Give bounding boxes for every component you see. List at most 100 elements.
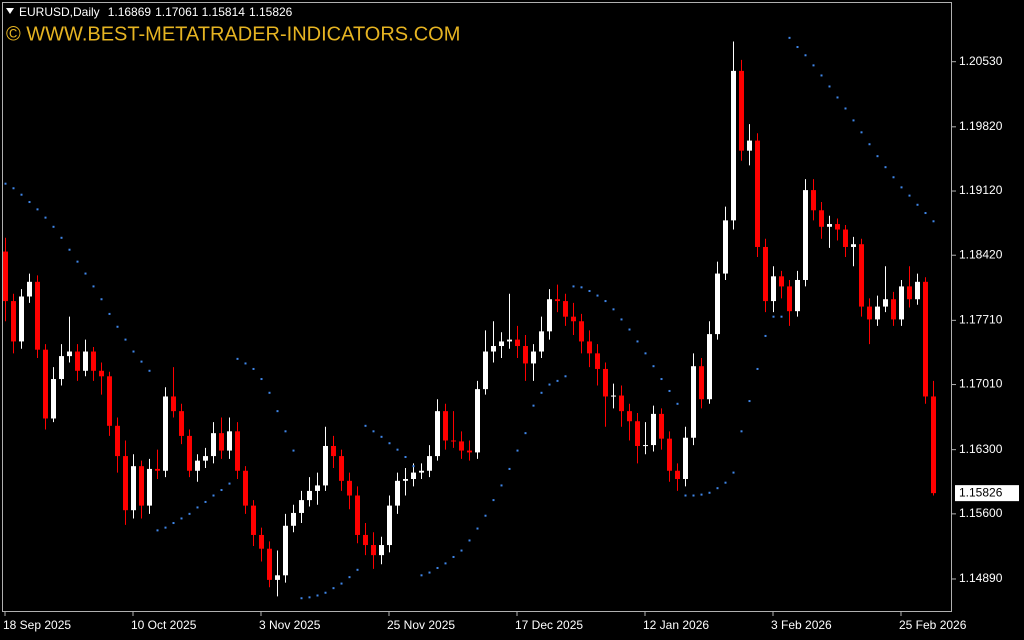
candle-body — [907, 286, 912, 300]
sar-dot — [84, 272, 87, 275]
sar-dot — [732, 471, 735, 474]
candle-body — [619, 395, 624, 412]
candle-body — [491, 346, 496, 352]
sar-dot — [380, 435, 383, 438]
x-tick-label: 18 Sep 2025 — [3, 618, 71, 632]
sar-dot — [780, 315, 783, 318]
candle-body — [563, 301, 568, 317]
sar-dot — [340, 582, 343, 585]
candle-body — [123, 456, 128, 511]
sar-dot — [44, 216, 47, 219]
current-price-label: 1.15826 — [959, 485, 1003, 499]
candle-body — [547, 299, 552, 332]
sar-dot — [108, 312, 111, 315]
y-tick-label: 1.19120 — [959, 183, 1003, 197]
sar-dot — [508, 467, 511, 470]
sar-dot — [564, 375, 567, 378]
candle-body — [427, 456, 432, 471]
candle-body — [203, 456, 208, 461]
candle-body — [683, 437, 688, 480]
candle-body — [443, 411, 448, 441]
sar-dot — [876, 155, 879, 158]
sar-dot — [500, 484, 503, 487]
sar-dot — [684, 494, 687, 497]
high-price: 1.17061 — [155, 5, 199, 19]
candle-body — [291, 512, 296, 526]
sar-dot — [804, 54, 807, 57]
open-price: 1.16869 — [108, 5, 152, 19]
candle-body — [843, 229, 848, 247]
sar-dot — [252, 367, 255, 370]
candle-body — [611, 395, 616, 397]
candle-body — [571, 316, 576, 322]
y-tick-label: 1.14890 — [959, 571, 1003, 585]
sar-dot — [436, 566, 439, 569]
symbol: EURUSD,Daily — [19, 5, 100, 19]
sar-dot — [700, 493, 703, 496]
x-tick-label: 25 Feb 2026 — [899, 618, 967, 632]
candle-body — [275, 575, 280, 580]
sar-dot — [140, 360, 143, 363]
candle-body — [451, 440, 456, 442]
candle-body — [163, 396, 168, 471]
candle-body — [355, 495, 360, 535]
sar-dot — [332, 587, 335, 590]
candle-body — [27, 281, 32, 297]
sar-dot — [76, 260, 79, 263]
sar-dot — [188, 512, 191, 515]
candle-body — [227, 431, 232, 451]
sar-dot — [268, 391, 271, 394]
sar-dot — [844, 107, 847, 110]
sar-dot — [516, 449, 519, 452]
header: EURUSD,Daily 1.16869 1.17061 1.15814 1.15826 — [19, 5, 293, 19]
candle-body — [795, 279, 800, 312]
sar-dot — [452, 555, 455, 558]
candle-body — [643, 445, 648, 447]
candle-body — [603, 368, 608, 397]
candle-body — [259, 534, 264, 549]
candle-body — [43, 349, 48, 419]
candle-body — [867, 306, 872, 320]
candle-body — [19, 296, 24, 342]
sar-dot — [612, 308, 615, 311]
candle-body — [755, 140, 760, 247]
candle-body — [363, 534, 368, 546]
sar-dot — [788, 36, 791, 39]
candle-body — [715, 273, 720, 335]
sar-dot — [620, 318, 623, 321]
candle-body — [107, 376, 112, 426]
sar-dot — [324, 591, 327, 594]
sar-dot — [228, 482, 231, 485]
sar-dot — [68, 248, 71, 251]
candle-body — [347, 480, 352, 496]
candle-body — [379, 545, 384, 556]
sar-dot — [836, 96, 839, 99]
sar-dot — [116, 325, 119, 328]
y-tick-label: 1.20530 — [959, 54, 1003, 68]
candle-body — [243, 470, 248, 506]
sar-dot — [932, 220, 935, 223]
sar-dot — [492, 499, 495, 502]
sar-dot — [868, 143, 871, 146]
sar-dot — [236, 357, 239, 360]
sar-dot — [644, 352, 647, 355]
x-tick-label: 3 Feb 2026 — [771, 618, 832, 632]
plot-frame — [2, 2, 952, 612]
candle-body — [763, 246, 768, 302]
sar-dot — [156, 529, 159, 532]
sar-dot — [396, 448, 399, 451]
candle-body — [859, 244, 864, 307]
candle-body — [387, 505, 392, 546]
sar-dot — [796, 46, 799, 49]
candle-body — [147, 468, 152, 506]
candle-body — [267, 548, 272, 580]
sar-dot — [748, 400, 751, 403]
candle-body — [211, 433, 216, 457]
sar-dot — [740, 430, 743, 433]
sar-dot — [468, 539, 471, 542]
sar-dot — [476, 527, 479, 530]
sar-dot — [172, 522, 175, 525]
candle-body — [723, 220, 728, 274]
